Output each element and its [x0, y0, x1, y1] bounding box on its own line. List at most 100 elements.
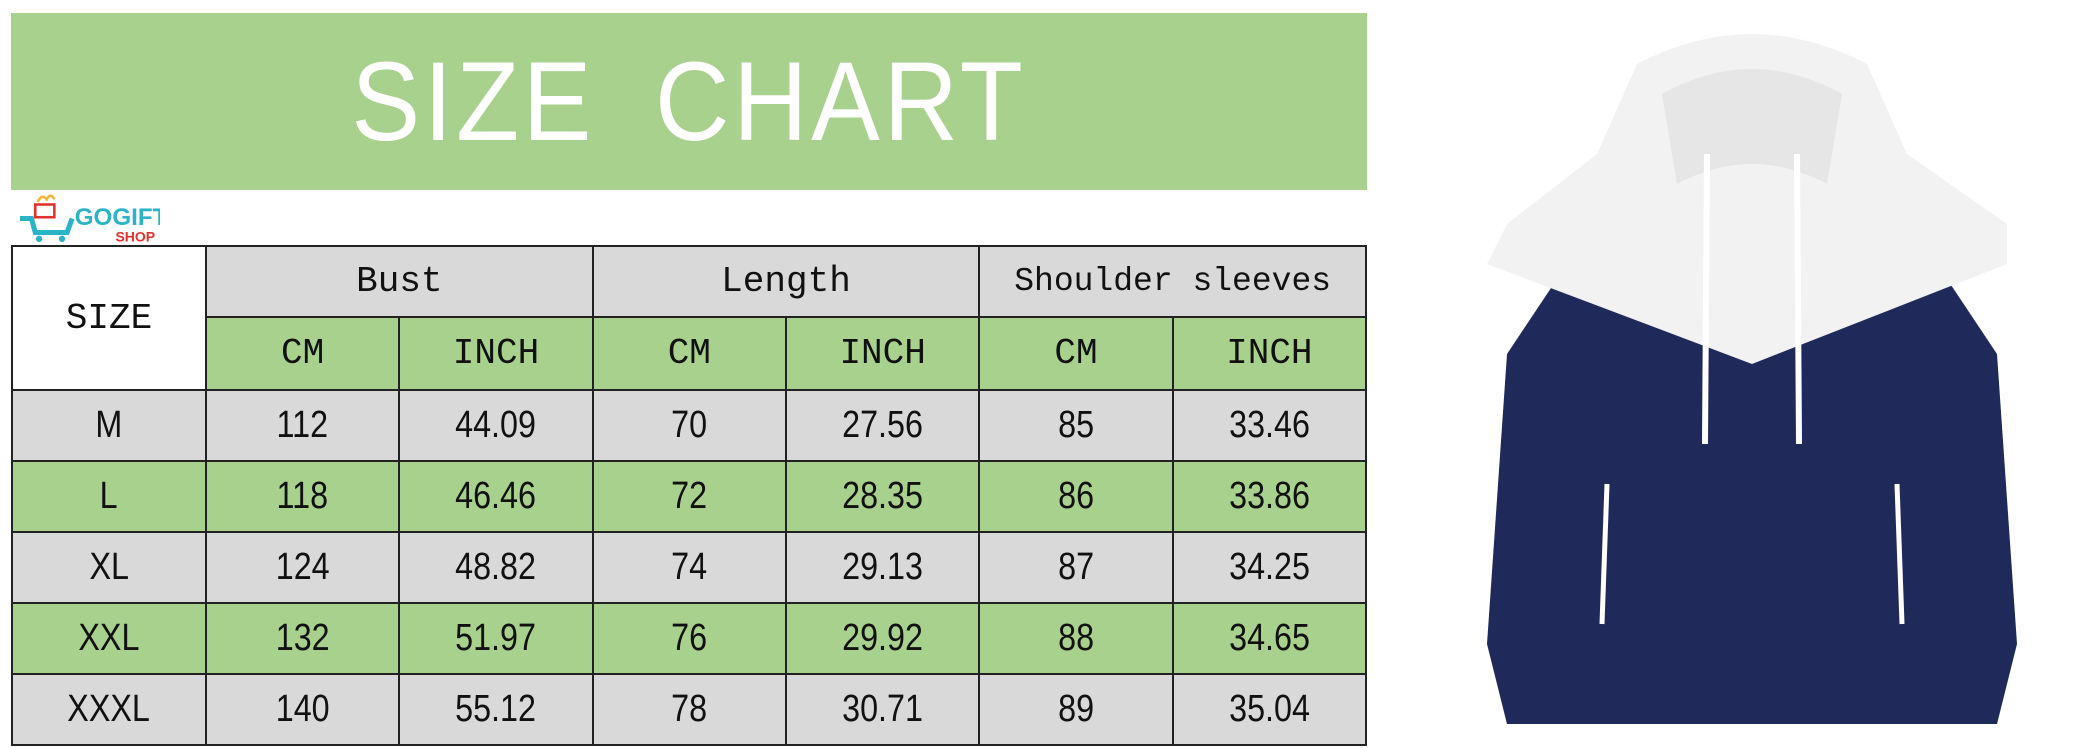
- measurement-cell: 33.46: [1228, 404, 1310, 446]
- size-header: SIZE: [11, 245, 207, 391]
- measurement-td: 35.04: [1171, 673, 1368, 746]
- measurement-td: 78: [591, 673, 787, 746]
- gift-box-icon: [33, 203, 56, 219]
- measurement-cell: 112: [276, 404, 329, 446]
- measurement-cell: 51.97: [455, 617, 537, 659]
- measurement-cell: 89: [1057, 688, 1094, 730]
- measurement-td: 44.09: [398, 389, 594, 462]
- measurement-td: 86: [978, 460, 1174, 533]
- measurement-cell: 34.65: [1228, 617, 1310, 659]
- size-label: M: [95, 404, 123, 446]
- table-row: M 112 44.09 70 27.56 85 33.46: [11, 389, 1368, 462]
- left-sleeve: [1487, 234, 1597, 724]
- size-table: SIZE Bust Length Shoulder sleeves CM INCH…: [11, 245, 1368, 746]
- table-row: XXL 132 51.97 76 29.92 88 34.65: [11, 602, 1368, 675]
- logo-sub-text: SHOP: [115, 228, 155, 244]
- cart-icon: [20, 215, 75, 236]
- measurement-cell: 132: [275, 617, 330, 659]
- measurement-td: 85: [978, 389, 1174, 462]
- measurement-td: 27.56: [784, 389, 981, 462]
- size-chart-title: SIZE CHART: [351, 39, 1027, 164]
- measurement-cell: 78: [671, 688, 708, 730]
- measurement-td: 87: [978, 531, 1174, 604]
- measurement-cell: 27.56: [842, 404, 924, 446]
- gift-bow-icon: [36, 194, 56, 203]
- white-yoke: [1487, 34, 2007, 364]
- measurement-td: 33.46: [1171, 389, 1368, 462]
- measurement-td: 140: [204, 673, 401, 746]
- measurement-cell: 87: [1057, 546, 1094, 588]
- measurement-cell: 74: [671, 546, 708, 588]
- size-label: XXL: [78, 617, 140, 659]
- measurement-td: 48.82: [398, 531, 594, 604]
- measurement-td: 118: [204, 460, 401, 533]
- measurement-td: 72: [591, 460, 787, 533]
- measurement-cell: 76: [671, 617, 708, 659]
- measurement-cell: 44.09: [455, 404, 537, 446]
- measurement-td: 34.25: [1171, 531, 1368, 604]
- gogift-shop-logo: GOGIFT SHOP: [20, 194, 160, 244]
- unit-header: INCH: [1171, 316, 1368, 391]
- measurement-cell: 140: [275, 688, 330, 730]
- measurement-td: 132: [204, 602, 401, 675]
- pocket-left: [1599, 483, 1610, 625]
- measurement-td: 33.86: [1171, 460, 1368, 533]
- measurement-cell: 48.82: [455, 546, 537, 588]
- drawstring-left: [1702, 153, 1710, 445]
- cart-wheel-icon: [58, 235, 66, 243]
- cart-wheel-icon: [35, 235, 43, 243]
- size-cell: L: [11, 460, 207, 533]
- size-label: XL: [89, 546, 129, 588]
- measurement-td: 28.35: [784, 460, 981, 533]
- table-row: L 118 46.46 72 28.35 86 33.86: [11, 460, 1368, 533]
- pocket-right: [1894, 483, 1905, 625]
- measurement-cell: 34.25: [1228, 546, 1310, 588]
- right-sleeve: [1907, 234, 2017, 724]
- hoodie-product-image: [1487, 34, 2017, 724]
- size-label: L: [100, 475, 118, 517]
- measurement-cell: 55.12: [455, 688, 537, 730]
- measurement-td: 29.92: [784, 602, 981, 675]
- measurement-cell: 86: [1057, 475, 1094, 517]
- measurement-td: 74: [591, 531, 787, 604]
- measurement-td: 51.97: [398, 602, 594, 675]
- unit-header: INCH: [784, 316, 981, 391]
- unit-header: CM: [204, 316, 401, 391]
- size-label: XXXL: [67, 688, 151, 730]
- measurement-cell: 29.92: [842, 617, 924, 659]
- group-header-bust: Bust: [205, 245, 594, 318]
- measurement-cell: 85: [1057, 404, 1094, 446]
- measurement-td: 30.71: [784, 673, 981, 746]
- measurement-cell: 30.71: [842, 688, 924, 730]
- group-header-shoulder-sleeves: Shoulder sleeves: [978, 245, 1367, 318]
- measurement-cell: 28.35: [842, 475, 924, 517]
- measurement-cell: 124: [275, 546, 330, 588]
- measurement-cell: 118: [276, 475, 329, 517]
- measurement-cell: 46.46: [455, 475, 537, 517]
- measurement-td: 124: [204, 531, 401, 604]
- measurement-cell: 88: [1057, 617, 1094, 659]
- size-cell: XXL: [11, 602, 207, 675]
- hoodie-body: [1567, 264, 1937, 724]
- measurement-cell: 33.86: [1228, 475, 1310, 517]
- measurement-td: 70: [591, 389, 787, 462]
- unit-header: CM: [591, 316, 787, 391]
- measurement-cell: 72: [671, 475, 708, 517]
- measurement-td: 34.65: [1171, 602, 1368, 675]
- measurement-td: 29.13: [784, 531, 981, 604]
- measurement-td: 88: [978, 602, 1174, 675]
- size-cell: XXXL: [11, 673, 207, 746]
- table-row: XL 124 48.82 74 29.13 87 34.25: [11, 531, 1368, 604]
- size-cell: XL: [11, 531, 207, 604]
- unit-header: CM: [978, 316, 1174, 391]
- measurement-td: 55.12: [398, 673, 594, 746]
- table-row: XXXL 140 55.12 78 30.71 89 35.04: [11, 673, 1368, 746]
- size-chart-banner: SIZE CHART: [11, 13, 1367, 190]
- group-header-length: Length: [591, 245, 981, 318]
- measurement-td: 112: [204, 389, 401, 462]
- measurement-td: 76: [591, 602, 787, 675]
- measurement-td: 89: [978, 673, 1174, 746]
- measurement-cell: 35.04: [1228, 688, 1310, 730]
- unit-header: INCH: [398, 316, 594, 391]
- measurement-cell: 29.13: [842, 546, 924, 588]
